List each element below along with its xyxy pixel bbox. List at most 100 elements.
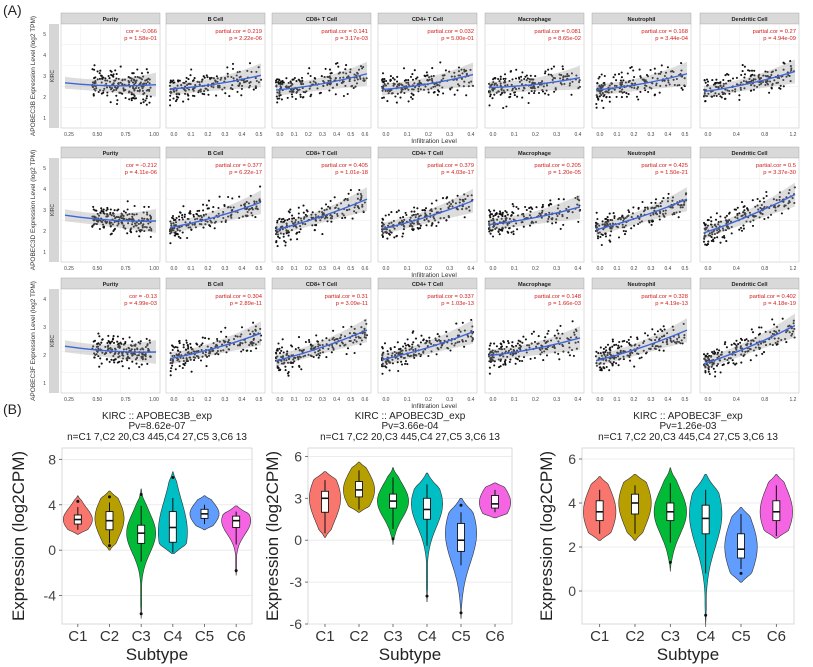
data-point: [185, 339, 188, 342]
data-point: [735, 339, 738, 342]
data-point: [713, 236, 716, 239]
data-point: [600, 73, 603, 76]
panel-title: Macrophage: [518, 151, 551, 157]
x-tick-label: C6: [767, 628, 786, 645]
data-point: [202, 209, 205, 212]
data-point: [134, 97, 138, 100]
data-point: [313, 228, 316, 232]
box-C1: [595, 500, 604, 522]
data-point: [529, 74, 532, 77]
data-point: [278, 347, 281, 350]
row-ylabel: APOBEC3B Expression Level (log2 TPM): [30, 16, 37, 136]
data-point: [307, 72, 310, 75]
data-point: [604, 235, 608, 238]
data-point: [334, 93, 337, 96]
data-point: [681, 88, 684, 91]
data-point: [511, 203, 514, 206]
stat-p: p = 4.11e-06: [125, 170, 157, 176]
data-point: [409, 75, 413, 78]
data-point: [106, 91, 109, 94]
data-point: [240, 326, 244, 329]
data-point: [537, 335, 540, 338]
data-point: [98, 365, 101, 368]
x-tick-label: 0.5: [682, 266, 689, 272]
data-point: [291, 361, 295, 364]
data-point: [110, 70, 113, 73]
data-point: [107, 334, 110, 337]
data-point: [620, 76, 623, 79]
data-point: [442, 92, 445, 95]
data-point: [519, 340, 522, 343]
data-point: [122, 210, 126, 213]
stat-cor: partial.cor = 0.141: [321, 29, 368, 35]
data-point: [344, 216, 347, 219]
data-point: [420, 334, 423, 337]
data-point: [311, 211, 314, 214]
data-point: [205, 365, 208, 368]
data-point: [704, 243, 707, 246]
data-point: [176, 346, 179, 349]
data-point: [91, 225, 94, 228]
data-point: [635, 95, 639, 98]
stat-p: p = 3.17e-03: [335, 36, 368, 42]
data-point: [541, 206, 544, 209]
x-tick-label: 0.4: [733, 397, 740, 403]
data-point: [740, 73, 743, 77]
data-point: [612, 212, 615, 215]
x-tick-label: 0.2: [631, 132, 638, 138]
data-point: [724, 216, 727, 219]
data-point: [149, 86, 152, 89]
data-point: [98, 77, 101, 80]
data-point: [714, 375, 717, 378]
x-axis-title: Infiltration Level: [411, 403, 457, 410]
data-point: [98, 89, 102, 92]
chart-counts: n=C1 7,C2 20,C3 445,C4 27,C5 3,C6 13: [67, 432, 247, 443]
data-point: [547, 93, 550, 96]
box-C2: [631, 493, 639, 515]
data-point: [145, 337, 148, 340]
data-point: [386, 350, 389, 353]
data-point: [105, 86, 109, 89]
data-point: [617, 236, 621, 239]
panel-title: Neutrophil: [628, 17, 656, 23]
data-point: [181, 231, 184, 234]
data-point: [315, 334, 318, 337]
data-point: [641, 200, 644, 204]
scatter-panel: Dendritic Cell partial.cor = 0.5p = 3.37e…: [699, 146, 800, 272]
data-point: [497, 77, 500, 81]
data-point: [517, 207, 520, 210]
data-point: [139, 340, 142, 343]
data-point: [541, 203, 544, 206]
y-tick-label: 5: [43, 32, 46, 38]
panel-title: B Cell: [208, 282, 224, 288]
data-point: [128, 336, 131, 339]
data-point: [615, 343, 618, 346]
x-tick-label: C5: [451, 628, 470, 645]
data-point: [395, 101, 398, 104]
data-point: [226, 66, 229, 69]
data-point: [386, 237, 389, 240]
data-point: [781, 317, 784, 320]
data-point: [196, 213, 199, 216]
x-tick-label: 0.1: [614, 132, 621, 138]
data-point: [621, 340, 624, 343]
data-point: [502, 341, 506, 344]
data-point: [512, 230, 515, 233]
data-point: [527, 101, 530, 105]
data-point: [400, 363, 404, 366]
data-point: [94, 76, 97, 79]
data-point: [291, 217, 294, 220]
outlier-C4: [171, 476, 175, 480]
x-tick-label: 0.4: [665, 132, 672, 138]
data-point: [630, 227, 633, 230]
data-point: [175, 216, 178, 220]
data-point: [171, 348, 174, 352]
x-tick-label: 0.0: [277, 132, 284, 138]
data-point: [762, 351, 766, 354]
x-tick-label: C1: [315, 628, 334, 645]
y-tick-label: 5: [43, 166, 46, 172]
